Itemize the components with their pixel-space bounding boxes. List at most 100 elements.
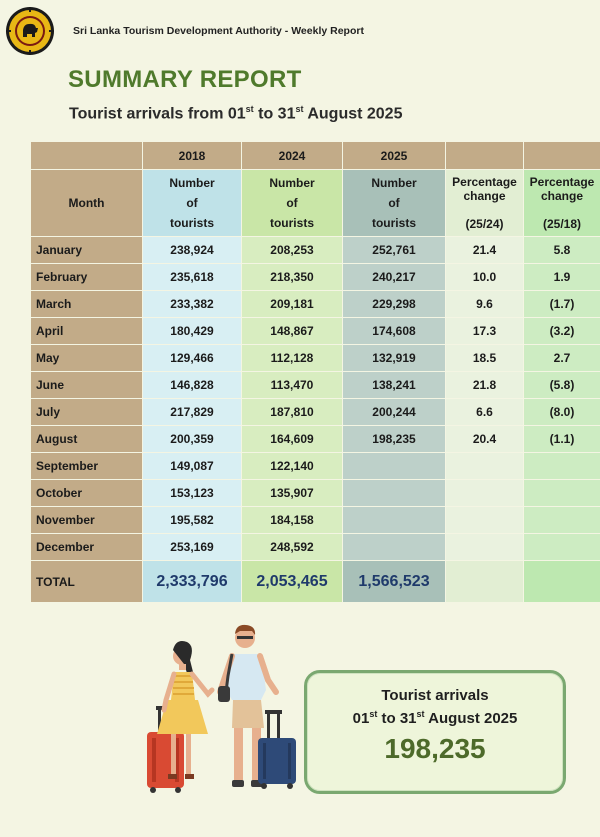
pct-change-25-24-header: Percentage change (25/24) — [445, 169, 524, 237]
lion-emblem-icon — [6, 7, 54, 55]
table-row: March 233,382 209,181 229,298 9.6 (1.7) — [30, 290, 600, 318]
value-2025 — [342, 479, 446, 507]
value-2018: 180,429 — [142, 317, 242, 345]
callout-value: 198,235 — [384, 733, 486, 764]
table-row: July 217,829 187,810 200,244 6.6 (8.0) — [30, 398, 600, 426]
table-row: June 146,828 113,470 138,241 21.8 (5.8) — [30, 371, 600, 399]
value-2024: 135,907 — [241, 479, 343, 507]
value-2025: 132,919 — [342, 344, 446, 372]
arrivals-table: 2018 2024 2025 Month Number of tourists Nu… — [30, 141, 600, 603]
pct-change-25-24 — [445, 479, 524, 507]
pct-change-25-18: (3.2) — [523, 317, 600, 345]
value-2024: 164,609 — [241, 425, 343, 453]
total-row: TOTAL 2,333,796 2,053,465 1,566,523 — [30, 560, 600, 603]
table-row: December 253,169 248,592 — [30, 533, 600, 561]
month-cell: December — [30, 533, 143, 561]
pct-change-25-24 — [445, 452, 524, 480]
pct-change-25-24: 17.3 — [445, 317, 524, 345]
month-cell: January — [30, 236, 143, 264]
total-pct-blank — [445, 560, 524, 603]
year-header-blank — [523, 141, 600, 170]
pct-change-25-18 — [523, 479, 600, 507]
pct-change-25-18: 2.7 — [523, 344, 600, 372]
month-cell: March — [30, 290, 143, 318]
total-2018: 2,333,796 — [142, 560, 242, 603]
year-header-blank — [445, 141, 524, 170]
value-2018: 235,618 — [142, 263, 242, 291]
page-title: SUMMARY REPORT — [68, 66, 302, 93]
month-cell: May — [30, 344, 143, 372]
column-header-row: Month Number of tourists Number of tourists … — [30, 169, 600, 237]
value-2025: 229,298 — [342, 290, 446, 318]
page-subtitle: Tourist arrivals from 01st to 31st Augus… — [69, 104, 403, 123]
value-2024: 113,470 — [241, 371, 343, 399]
value-2025: 252,761 — [342, 236, 446, 264]
callout-period: 01st to 31st August 2025 — [352, 709, 518, 727]
pct-change-25-24 — [445, 506, 524, 534]
month-cell: August — [30, 425, 143, 453]
value-2025: 198,235 — [342, 425, 446, 453]
value-2024: 218,350 — [241, 263, 343, 291]
value-2024: 148,867 — [241, 317, 343, 345]
value-2024: 122,140 — [241, 452, 343, 480]
year-2024-header: 2024 — [241, 141, 343, 170]
year-2018-header: 2018 — [142, 141, 242, 170]
table-row: January 238,924 208,253 252,761 21.4 5.8 — [30, 236, 600, 264]
pct-change-25-24 — [445, 533, 524, 561]
value-2018: 253,169 — [142, 533, 242, 561]
value-2018: 129,466 — [142, 344, 242, 372]
value-2025 — [342, 533, 446, 561]
month-cell: June — [30, 371, 143, 399]
pct-change-25-24: 9.6 — [445, 290, 524, 318]
year-2025-header: 2025 — [342, 141, 446, 170]
pct-change-25-18: 1.9 — [523, 263, 600, 291]
value-2018: 233,382 — [142, 290, 242, 318]
total-label: TOTAL — [30, 560, 143, 603]
value-2024: 248,592 — [241, 533, 343, 561]
table-row: May 129,466 112,128 132,919 18.5 2.7 — [30, 344, 600, 372]
pct-change-25-18: (5.8) — [523, 371, 600, 399]
count-header-2018: Number of tourists — [142, 169, 242, 237]
month-cell: February — [30, 263, 143, 291]
year-header-blank — [30, 141, 143, 170]
table-row: February 235,618 218,350 240,217 10.0 1.9 — [30, 263, 600, 291]
value-2018: 238,924 — [142, 236, 242, 264]
count-header-2024: Number of tourists — [241, 169, 343, 237]
pct-change-25-24: 18.5 — [445, 344, 524, 372]
organization-name: Sri Lanka Tourism Development Authority … — [73, 25, 364, 37]
pct-change-25-18: (1.7) — [523, 290, 600, 318]
pct-change-25-18 — [523, 452, 600, 480]
month-header: Month — [30, 169, 143, 237]
value-2024: 112,128 — [241, 344, 343, 372]
value-2024: 208,253 — [241, 236, 343, 264]
value-2018: 195,582 — [142, 506, 242, 534]
pct-change-25-18: (1.1) — [523, 425, 600, 453]
value-2025: 138,241 — [342, 371, 446, 399]
value-2025 — [342, 506, 446, 534]
value-2025: 174,608 — [342, 317, 446, 345]
month-cell: November — [30, 506, 143, 534]
value-2018: 200,359 — [142, 425, 242, 453]
month-cell: July — [30, 398, 143, 426]
pct-change-25-18 — [523, 506, 600, 534]
table-row: August 200,359 164,609 198,235 20.4 (1.1) — [30, 425, 600, 453]
month-cell: September — [30, 452, 143, 480]
value-2018: 153,123 — [142, 479, 242, 507]
total-pct-blank — [523, 560, 600, 603]
total-2025: 1,566,523 — [342, 560, 446, 603]
value-2024: 184,158 — [241, 506, 343, 534]
pct-change-25-18: (8.0) — [523, 398, 600, 426]
table-row: April 180,429 148,867 174,608 17.3 (3.2) — [30, 317, 600, 345]
value-2018: 217,829 — [142, 398, 242, 426]
table-row: November 195,582 184,158 — [30, 506, 600, 534]
table-row: September 149,087 122,140 — [30, 452, 600, 480]
value-2025: 200,244 — [342, 398, 446, 426]
pct-change-25-24: 20.4 — [445, 425, 524, 453]
travelers-with-luggage-icon — [147, 624, 296, 793]
pct-change-25-18-header: Percentage change (25/18) — [523, 169, 600, 237]
month-cell: April — [30, 317, 143, 345]
value-2025 — [342, 452, 446, 480]
value-2018: 146,828 — [142, 371, 242, 399]
value-2024: 209,181 — [241, 290, 343, 318]
pct-change-25-24: 6.6 — [445, 398, 524, 426]
